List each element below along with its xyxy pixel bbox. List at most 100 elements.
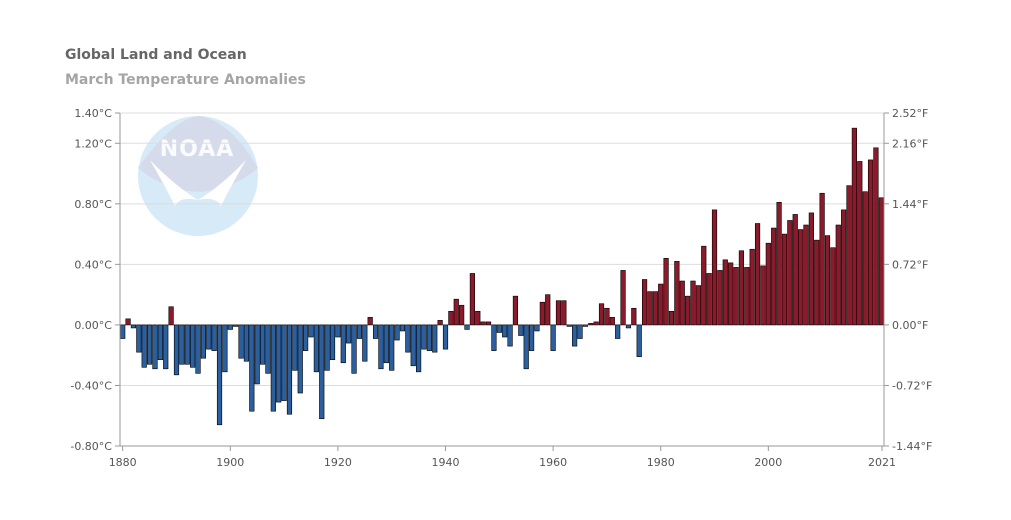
bar-1914 bbox=[303, 324, 309, 351]
bar-1951 bbox=[502, 324, 508, 338]
bar-1945 bbox=[469, 273, 475, 326]
bar-1982 bbox=[668, 310, 675, 326]
x-tick-label: 2021 bbox=[868, 456, 896, 469]
bar-1955 bbox=[523, 324, 529, 370]
x-axis: 1880 1900 1920 1940 1960 1980 2000 2021 bbox=[109, 446, 896, 469]
bar-1928 bbox=[378, 324, 384, 370]
bar-1977 bbox=[641, 279, 648, 326]
bar-1910 bbox=[281, 324, 287, 401]
bar-1932 bbox=[399, 324, 406, 332]
y-left-tick-label: 1.20°C bbox=[74, 137, 112, 150]
bar-1944 bbox=[464, 324, 470, 330]
bar-1925 bbox=[362, 324, 368, 362]
bar-1952 bbox=[507, 324, 513, 347]
x-tick-label: 1880 bbox=[109, 456, 137, 469]
y-left-tick-label: 1.40°C bbox=[74, 107, 112, 120]
bar-1986 bbox=[690, 280, 696, 326]
bar-1893 bbox=[190, 324, 196, 368]
bar-1962 bbox=[561, 300, 567, 326]
bar-1913 bbox=[297, 324, 303, 394]
y-left-tick-label: 0.80°C bbox=[74, 198, 112, 211]
bar-1920 bbox=[335, 324, 341, 338]
y-right-tick-label: -0.72°F bbox=[892, 379, 932, 392]
bar-1979 bbox=[652, 291, 658, 326]
y-right-tick-label: 1.44°F bbox=[892, 198, 928, 211]
bar-1997 bbox=[749, 248, 755, 326]
bar-1896 bbox=[206, 324, 212, 350]
bar-2008 bbox=[808, 212, 814, 326]
bar-1889 bbox=[168, 306, 174, 326]
bar-1948 bbox=[485, 321, 492, 326]
bar-1894 bbox=[195, 324, 201, 374]
chart-title: Global Land and Ocean bbox=[65, 47, 247, 63]
bar-1993 bbox=[728, 262, 734, 326]
bar-1992 bbox=[722, 259, 728, 326]
y-right-tick-label: 2.52°F bbox=[892, 107, 928, 120]
bar-1936 bbox=[421, 324, 427, 350]
bar-1937 bbox=[426, 324, 432, 351]
bar-1885 bbox=[147, 324, 153, 365]
bar-1881 bbox=[125, 318, 131, 326]
bar-1922 bbox=[346, 324, 352, 344]
bar-1933 bbox=[405, 324, 411, 353]
bar-2010 bbox=[819, 192, 825, 326]
bar-2009 bbox=[814, 239, 820, 326]
bar-1926 bbox=[367, 317, 373, 326]
bar-1965 bbox=[577, 324, 583, 339]
y-left-tick-label: 0.40°C bbox=[74, 258, 112, 271]
x-tick-label: 1900 bbox=[216, 456, 244, 469]
bar-1967 bbox=[588, 323, 594, 326]
x-tick-label: 1920 bbox=[324, 456, 352, 469]
bar-1888 bbox=[163, 324, 169, 370]
y-left-tick-label: 0.00°C bbox=[74, 319, 112, 332]
bar-1909 bbox=[276, 324, 282, 403]
bar-1989 bbox=[706, 273, 712, 326]
bar-1935 bbox=[416, 324, 422, 373]
bar-1960 bbox=[550, 324, 556, 351]
bar-1983 bbox=[674, 261, 680, 326]
y-right-tick-label: 0.00°F bbox=[892, 319, 928, 332]
bar-1924 bbox=[356, 324, 363, 339]
bar-2015 bbox=[846, 185, 852, 326]
bar-1939 bbox=[437, 320, 443, 326]
bar-1943 bbox=[459, 304, 465, 326]
bar-2005 bbox=[792, 214, 798, 326]
bar-1976 bbox=[636, 324, 642, 357]
bar-1998 bbox=[754, 223, 761, 326]
bar-1927 bbox=[372, 324, 379, 339]
bar-1938 bbox=[432, 324, 438, 353]
bar-1942 bbox=[453, 298, 459, 326]
bar-1940 bbox=[442, 324, 449, 350]
x-tick-label: 1980 bbox=[647, 456, 675, 469]
bar-1978 bbox=[647, 291, 653, 326]
bar-1905 bbox=[254, 324, 260, 385]
bar-1906 bbox=[259, 324, 266, 365]
bar-1947 bbox=[480, 321, 486, 326]
bar-1898 bbox=[216, 324, 223, 426]
bar-1975 bbox=[631, 307, 637, 326]
bar-1916 bbox=[313, 324, 319, 373]
bar-1904 bbox=[249, 324, 255, 412]
bar-1895 bbox=[200, 324, 206, 359]
bar-1953 bbox=[512, 295, 519, 326]
bar-1985 bbox=[685, 295, 691, 326]
bar-2004 bbox=[787, 220, 793, 326]
bar-1969 bbox=[598, 303, 605, 326]
bar-1903 bbox=[243, 324, 250, 362]
y-axis-left: -0.80°C -0.40°C 0.00°C 0.40°C 0.80°C 1.20°C 1.… bbox=[70, 107, 120, 453]
bar-1921 bbox=[340, 324, 346, 364]
bar-2020 bbox=[873, 147, 879, 326]
y-left-tick-label: -0.40°C bbox=[70, 379, 112, 392]
bar-1880 bbox=[120, 324, 126, 339]
bar-1917 bbox=[319, 324, 325, 420]
bar-series bbox=[120, 127, 884, 426]
x-tick-label: 2000 bbox=[754, 456, 782, 469]
bar-1883 bbox=[136, 324, 142, 353]
bar-1887 bbox=[157, 324, 163, 361]
bar-2018 bbox=[862, 191, 868, 326]
bar-2013 bbox=[835, 224, 841, 326]
bar-1991 bbox=[717, 270, 723, 326]
bar-1919 bbox=[329, 324, 336, 361]
bar-1918 bbox=[324, 324, 330, 371]
bar-1995 bbox=[738, 250, 745, 326]
